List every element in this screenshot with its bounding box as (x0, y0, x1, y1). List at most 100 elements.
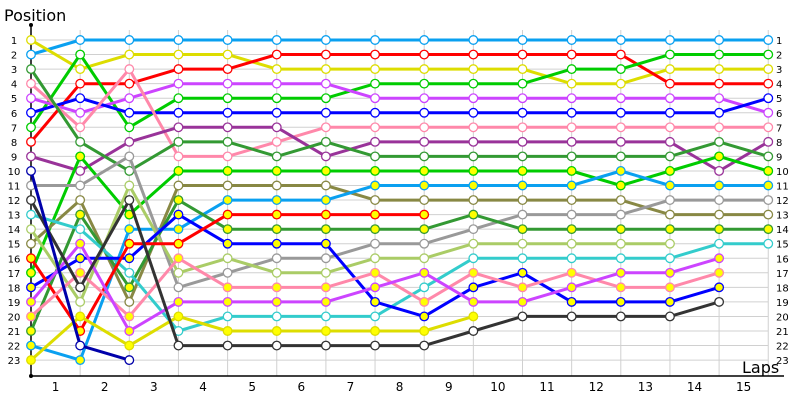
data-point (75, 35, 86, 45)
data-point (566, 253, 577, 264)
data-point (320, 195, 331, 206)
y-tick-label-right: 20 (776, 312, 789, 323)
data-point (517, 35, 528, 45)
data-point (75, 355, 86, 366)
data-point (75, 49, 86, 60)
data-point (222, 151, 233, 162)
y-tick-label-left: 15 (8, 240, 21, 251)
x-tick-label: 14 (687, 380, 702, 394)
x-tick-label: 13 (638, 380, 653, 394)
data-point (26, 78, 36, 89)
data-point (419, 282, 430, 293)
data-point (320, 35, 331, 45)
y-axis-title: Position (4, 6, 66, 25)
data-point (320, 296, 331, 307)
data-point (665, 195, 675, 206)
data-point (124, 93, 135, 104)
data-point (222, 296, 233, 307)
y-axis-end (29, 23, 33, 27)
data-point (665, 64, 675, 75)
data-point (173, 180, 184, 191)
y-tick-label-right: 19 (776, 298, 789, 309)
data-point (763, 136, 774, 147)
data-point (320, 282, 331, 293)
data-point (222, 107, 233, 118)
data-point (419, 165, 430, 176)
data-point (124, 253, 135, 264)
data-point (665, 93, 675, 104)
data-point (271, 180, 282, 191)
data-point (419, 122, 430, 133)
data-point (714, 209, 725, 220)
data-point (714, 165, 725, 176)
data-point (566, 282, 577, 293)
y-tick-label-left: 12 (8, 196, 21, 207)
data-point (615, 93, 626, 104)
data-point (665, 151, 675, 162)
data-point (320, 165, 331, 176)
x-tick-label: 2 (101, 380, 109, 394)
data-point (566, 195, 577, 206)
series-15 (26, 180, 675, 307)
data-point (665, 296, 675, 307)
data-point (370, 238, 381, 249)
data-point (517, 165, 528, 176)
data-point (763, 224, 774, 235)
data-point (271, 195, 282, 206)
y-tick-label-left: 11 (8, 182, 21, 193)
x-tick-label: 12 (589, 380, 604, 394)
data-point (370, 340, 381, 351)
data-point (714, 224, 725, 235)
data-point (370, 282, 381, 293)
data-point (419, 64, 430, 75)
data-point (173, 78, 184, 89)
data-point (468, 151, 479, 162)
series-line (29, 184, 670, 304)
data-point (517, 180, 528, 191)
data-point (124, 224, 135, 235)
data-point (222, 209, 233, 220)
data-point (468, 282, 479, 293)
data-point (468, 35, 479, 45)
data-point (615, 151, 626, 162)
series-23 (26, 165, 135, 366)
y-tick-label-left: 19 (8, 298, 21, 309)
data-point (763, 49, 774, 60)
data-point (419, 93, 430, 104)
data-point (370, 180, 381, 191)
data-point (271, 136, 282, 147)
data-point (615, 64, 626, 75)
data-point (124, 355, 135, 366)
data-point (222, 180, 233, 191)
y-tick-label-left: 18 (8, 283, 21, 294)
data-point (370, 209, 381, 220)
data-point (75, 64, 86, 75)
data-point (566, 136, 577, 147)
data-point (271, 64, 282, 75)
data-point (763, 122, 774, 133)
series-3 (26, 49, 774, 147)
data-point (517, 282, 528, 293)
x-tick-label: 4 (199, 380, 207, 394)
series-line (30, 96, 769, 115)
data-point (468, 311, 479, 322)
data-point (419, 136, 430, 147)
data-point (419, 180, 430, 191)
data-point (566, 122, 577, 133)
data-point (173, 64, 184, 75)
data-point (222, 224, 233, 235)
data-point (566, 224, 577, 235)
y-tick-label-left: 14 (8, 225, 21, 236)
data-point (75, 238, 86, 249)
data-point (566, 93, 577, 104)
data-point (468, 224, 479, 235)
data-point (124, 238, 135, 249)
series-14 (26, 195, 774, 336)
data-point (320, 267, 331, 278)
data-point (517, 195, 528, 206)
data-point (173, 209, 184, 220)
data-point (26, 107, 36, 118)
x-tick-label: 5 (248, 380, 256, 394)
data-point (517, 93, 528, 104)
data-point (173, 282, 184, 293)
